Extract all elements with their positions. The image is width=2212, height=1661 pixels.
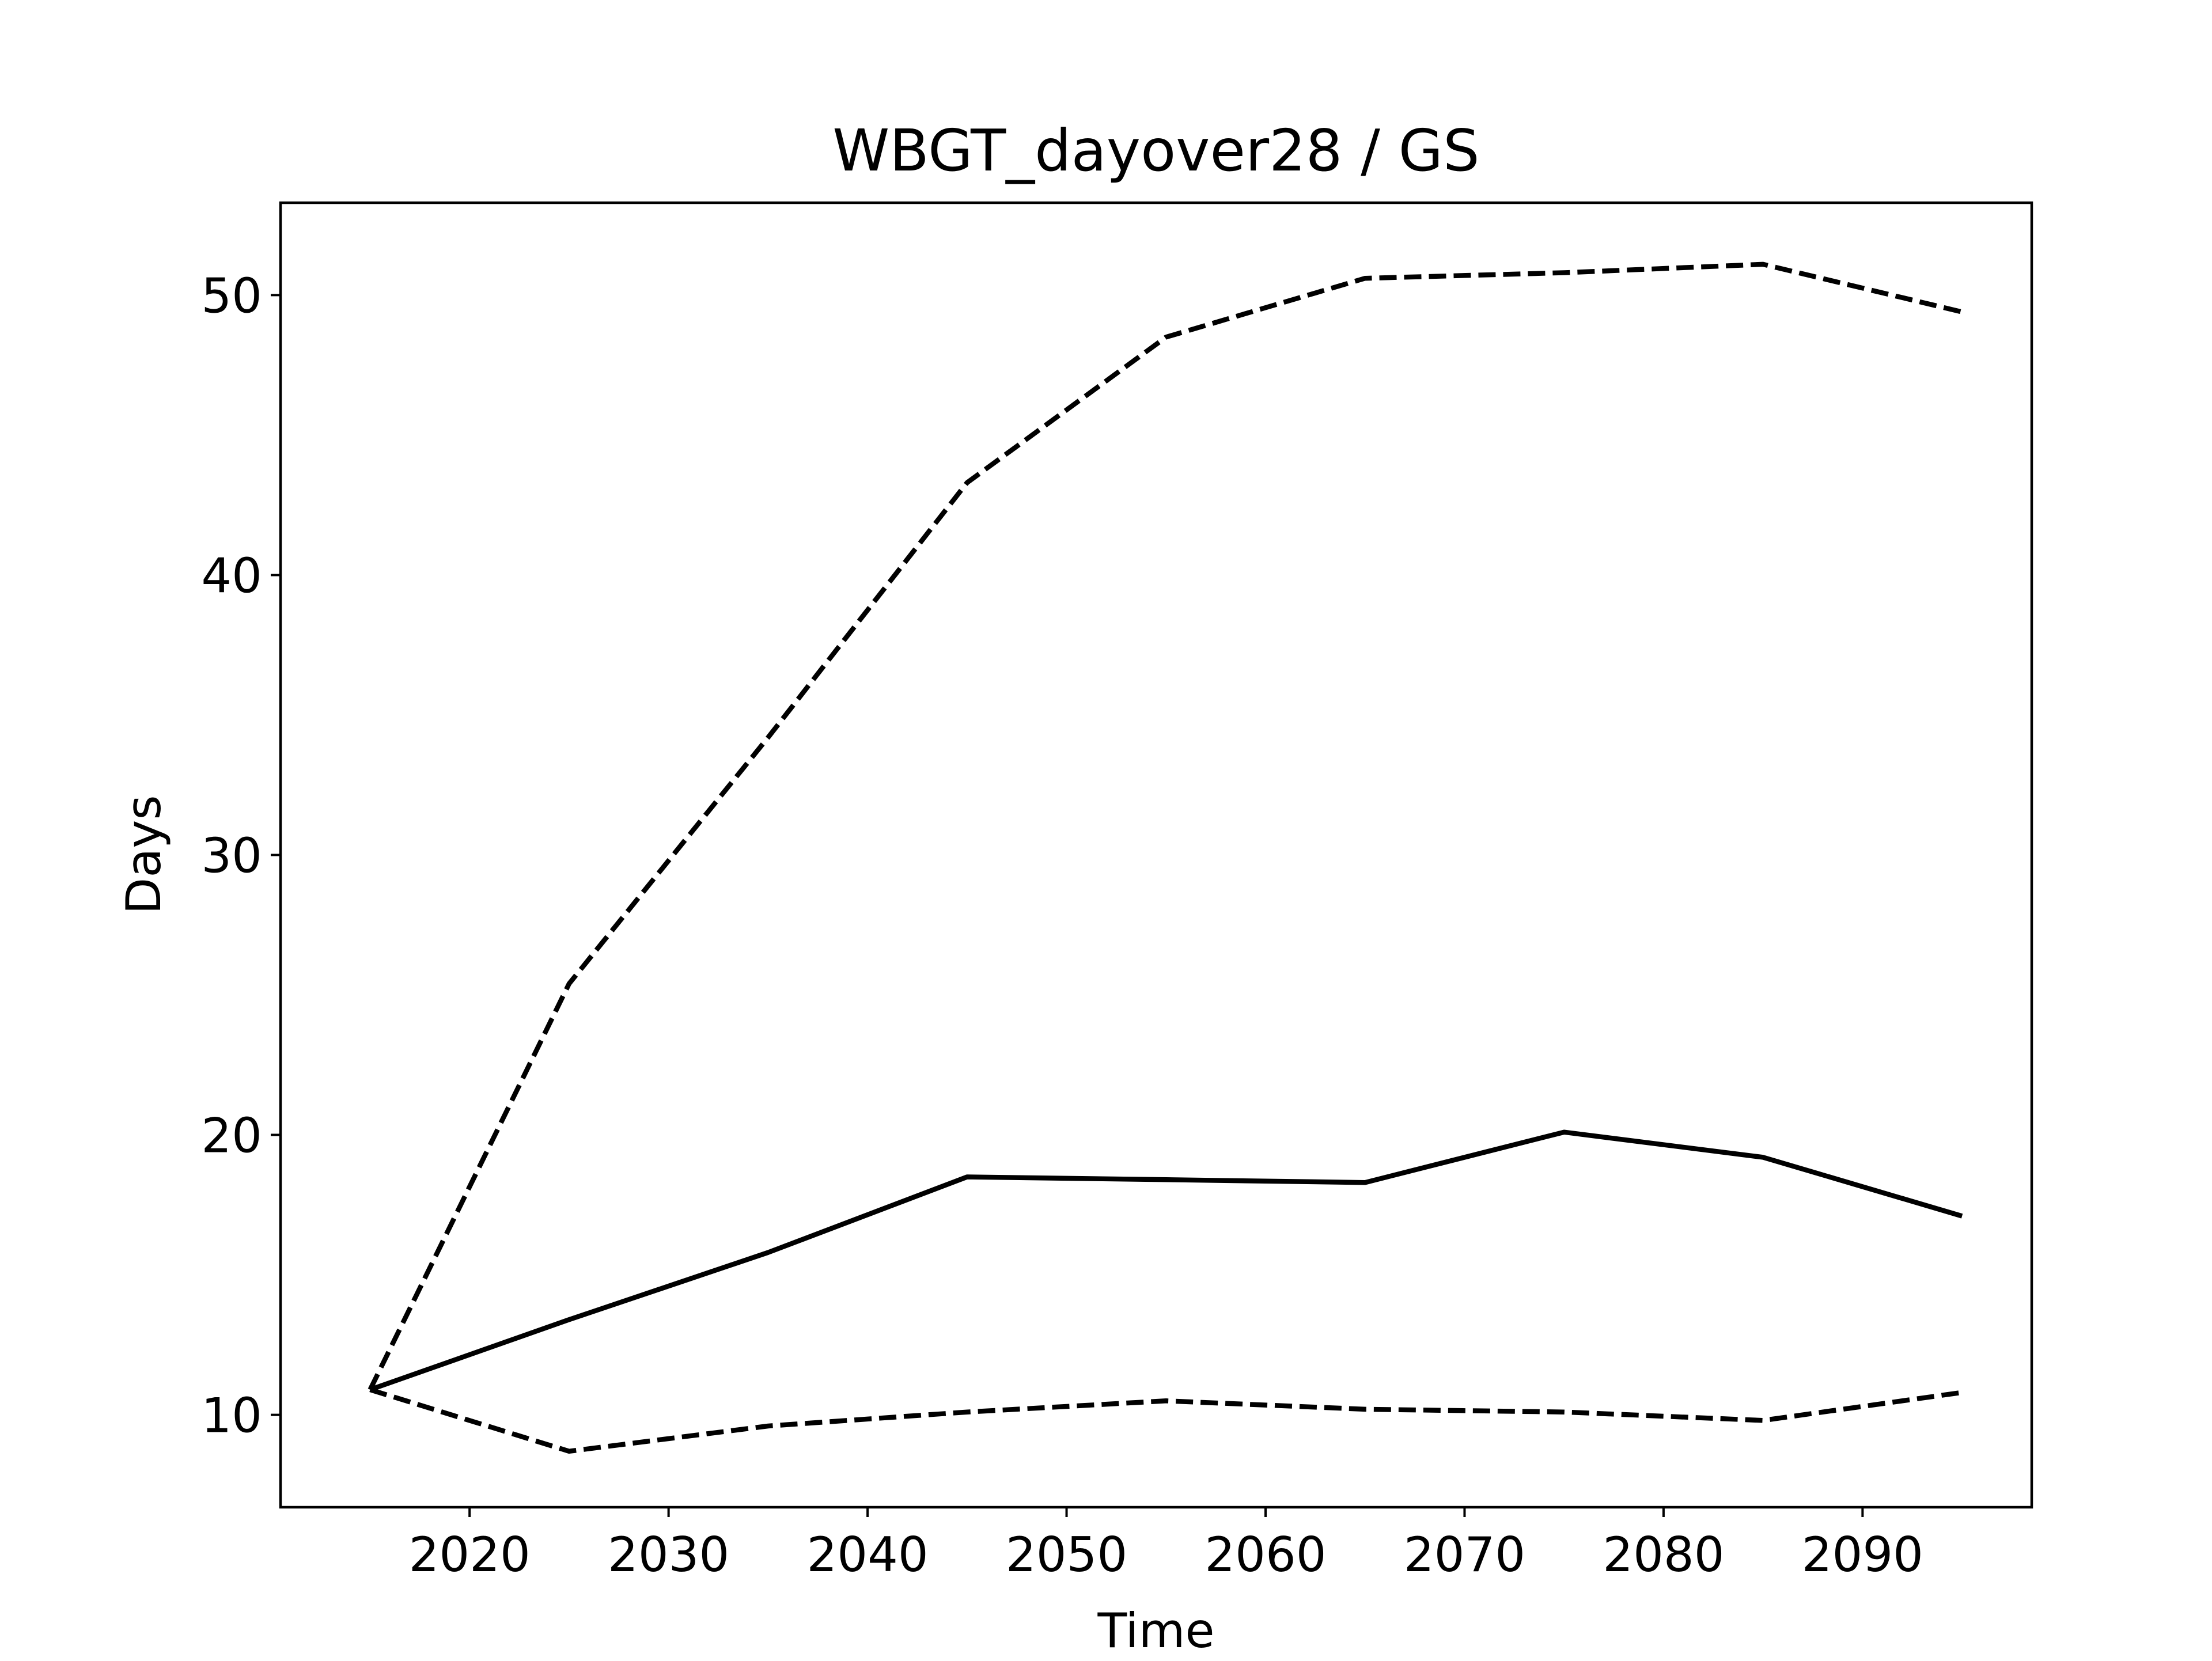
x-tick-label: 2090 bbox=[1802, 1527, 1923, 1583]
series-line-2 bbox=[368, 261, 1963, 1391]
chart-title: WBGT_dayover28 / GS bbox=[832, 117, 1479, 184]
x-tick-label: 2040 bbox=[806, 1527, 928, 1583]
x-tick-label: 2030 bbox=[608, 1527, 729, 1583]
series-line-3 bbox=[369, 1387, 1963, 1454]
y-tick-label: 40 bbox=[201, 548, 262, 604]
y-tick-label: 20 bbox=[201, 1108, 262, 1164]
y-axis-label: Days bbox=[116, 795, 172, 914]
y-axis-ticks: 10 20 30 40 50 bbox=[201, 268, 281, 1444]
x-axis-label: Time bbox=[1097, 1603, 1214, 1659]
series-line-1 bbox=[369, 1129, 1963, 1392]
x-tick-label: 2060 bbox=[1205, 1527, 1326, 1583]
x-tick-label: 2070 bbox=[1404, 1527, 1525, 1583]
y-tick-label: 50 bbox=[201, 268, 262, 324]
series-layer bbox=[368, 261, 1963, 1454]
x-tick-label: 2050 bbox=[1006, 1527, 1127, 1583]
x-tick-label: 2020 bbox=[409, 1527, 531, 1583]
y-tick-label: 30 bbox=[201, 828, 262, 884]
x-tick-label: 2080 bbox=[1603, 1527, 1724, 1583]
x-axis-ticks: 2020 2030 2040 2050 2060 2070 2080 2090 bbox=[409, 1507, 1923, 1583]
y-tick-label: 10 bbox=[201, 1388, 262, 1444]
